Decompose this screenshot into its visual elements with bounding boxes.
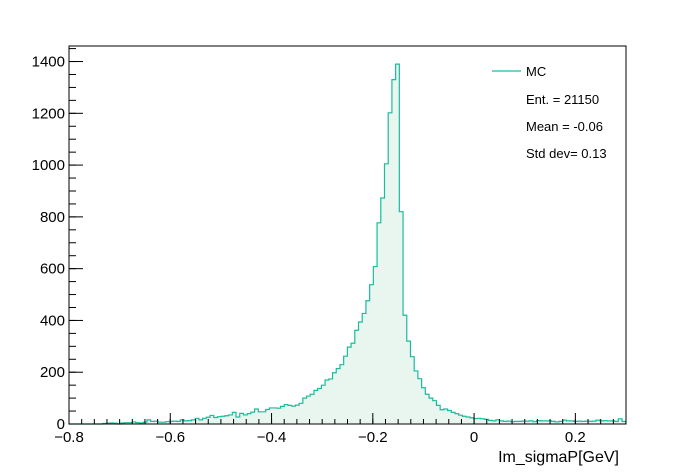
y-tick-label: 0 (57, 416, 65, 433)
x-tick-label: 0 (470, 429, 478, 446)
histogram-bin (351, 343, 355, 424)
histogram-bin (362, 313, 366, 424)
legend: MC Ent. = 21150 Mean = -0.06 Std dev= 0.… (492, 64, 607, 161)
histogram-bin (329, 379, 333, 424)
y-tick-label: 800 (40, 209, 65, 226)
histogram-bin (366, 301, 370, 424)
histogram-bin (236, 417, 240, 424)
histogram-bin (370, 285, 374, 424)
histogram-outline (69, 63, 627, 425)
histogram-bin (333, 373, 337, 424)
histogram-bin (381, 198, 385, 424)
stats-entries: Ent. = 21150 (526, 92, 599, 107)
x-axis-title: Im_sigmaP[GeV] (498, 449, 619, 466)
legend-label-mc: MC (526, 64, 546, 79)
histogram-bin (340, 365, 344, 424)
histogram-bin (314, 390, 318, 424)
histogram-bin (325, 380, 329, 424)
histogram-bin (429, 398, 433, 424)
y-tick-label: 600 (40, 261, 65, 278)
y-tick-label: 1200 (32, 105, 65, 122)
histogram-layer (69, 63, 627, 425)
histogram-bin (440, 410, 444, 424)
y-tick-label: 1000 (32, 157, 65, 174)
histogram-bin (299, 403, 303, 424)
stats-mean: Mean = -0.06 (526, 119, 603, 134)
histogram-bin (444, 409, 448, 424)
histogram-bin (225, 416, 229, 424)
histogram-bin (359, 322, 363, 424)
histogram-bin (373, 267, 377, 424)
y-tick-label: 1400 (32, 54, 65, 71)
histogram-bin (262, 412, 266, 424)
x-tick-label: −0.2 (358, 429, 388, 446)
histogram-bin (355, 330, 359, 424)
histogram-bin (199, 420, 203, 424)
histogram-bin (221, 416, 225, 424)
histogram-bin (288, 405, 292, 424)
histogram-bin (214, 418, 218, 424)
histogram-bin (318, 389, 322, 424)
histogram-bin (277, 408, 281, 424)
histogram-bin (310, 394, 314, 424)
histogram-bin (284, 405, 288, 424)
histogram-bin (292, 406, 296, 424)
x-tick-label: 0.2 (565, 429, 586, 446)
histogram-bin (321, 385, 325, 424)
x-tick-label: −0.6 (155, 429, 185, 446)
histogram-bin (344, 356, 348, 424)
histogram-bin (273, 408, 277, 424)
x-tick-label: −0.4 (257, 429, 287, 446)
y-tick-label: 200 (40, 364, 65, 381)
ticks-layer: −0.8 −0.6 −0.4 −0.2 0 0.2 0 200 400 600 800 1000 120… (32, 48, 627, 446)
x-tick-label: −0.8 (54, 429, 84, 446)
stats-std-dev: Std dev= 0.13 (526, 146, 607, 161)
histogram-bin (347, 347, 351, 424)
histogram-bin (384, 164, 388, 424)
histogram-bin (392, 80, 396, 424)
y-tick-label: 400 (40, 312, 65, 329)
histogram-bin (336, 369, 340, 424)
